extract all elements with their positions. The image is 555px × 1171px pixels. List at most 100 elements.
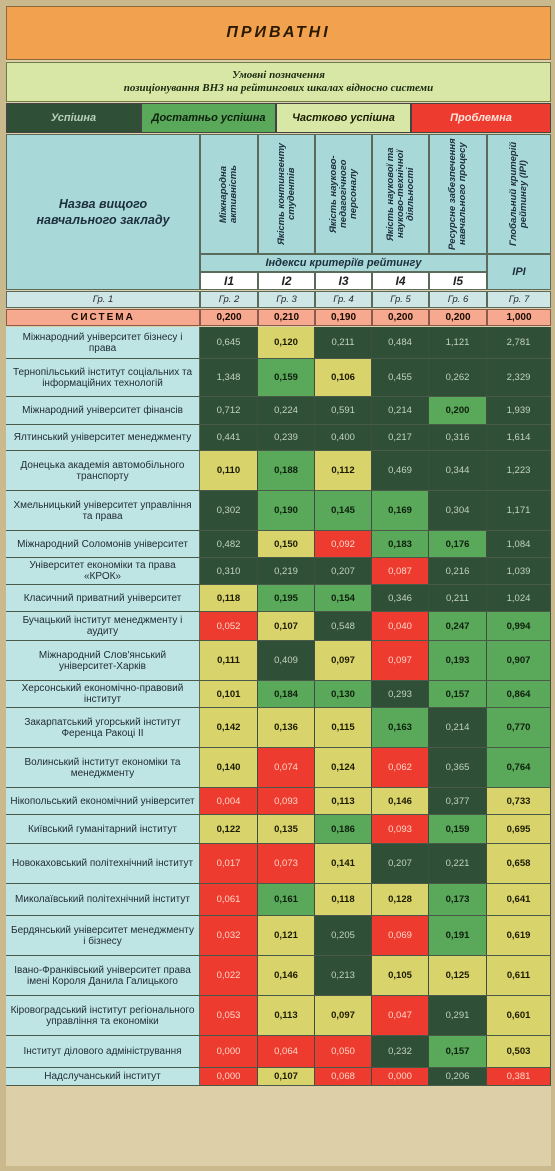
- group-label: Гр. 1: [6, 291, 200, 308]
- value-cell: 0,125: [429, 956, 487, 995]
- value-cell: 0,146: [258, 956, 315, 995]
- value-cell: 0,128: [372, 884, 429, 915]
- value-cell: 0,017: [200, 844, 258, 883]
- value-cell: 0,040: [372, 612, 429, 640]
- value-cell: 2,329: [487, 359, 551, 396]
- value-cell: 1,171: [487, 491, 551, 530]
- system-value: 1,000: [487, 309, 551, 326]
- table-row: Міжнародний університет бізнесу і права 0…: [6, 327, 551, 359]
- institution-name: Ялтинський університет менеджменту: [6, 425, 200, 450]
- value-cell: 0,050: [315, 1036, 372, 1067]
- value-cell: 0,377: [429, 788, 487, 814]
- value-cell: 0,124: [315, 748, 372, 787]
- value-cell: 0,118: [315, 884, 372, 915]
- institution-name: Івано-Франківський університет права іме…: [6, 956, 200, 995]
- value-cell: 0,062: [372, 748, 429, 787]
- value-cell: 0,092: [315, 531, 372, 557]
- value-cell: 0,200: [429, 397, 487, 424]
- value-cell: 0,232: [372, 1036, 429, 1067]
- value-cell: 0,221: [429, 844, 487, 883]
- institution-name: Класичний приватний університет: [6, 585, 200, 611]
- value-cell: 0,000: [372, 1068, 429, 1085]
- value-cell: 0,145: [315, 491, 372, 530]
- column-header-i4: Якість наукової та науково-технічної дія…: [372, 134, 429, 254]
- institution-name: Херсонський економічно-правовий інститут: [6, 681, 200, 707]
- value-cell: 0,159: [258, 359, 315, 396]
- institution-name: Міжнародний університет фінансів: [6, 397, 200, 424]
- value-cell: 0,262: [429, 359, 487, 396]
- value-cell: 0,188: [258, 451, 315, 490]
- value-cell: 0,141: [315, 844, 372, 883]
- value-cell: 0,157: [429, 1036, 487, 1067]
- value-cell: 0,193: [429, 641, 487, 680]
- value-cell: 0,344: [429, 451, 487, 490]
- value-cell: 0,052: [200, 612, 258, 640]
- table-row: Херсонський економічно-правовий інститут…: [6, 681, 551, 708]
- value-cell: 0,105: [372, 956, 429, 995]
- value-cell: 1,039: [487, 558, 551, 584]
- value-cell: 0,061: [200, 884, 258, 915]
- value-cell: 0,216: [429, 558, 487, 584]
- value-cell: 0,211: [429, 585, 487, 611]
- value-cell: 0,219: [258, 558, 315, 584]
- value-cell: 0,601: [487, 996, 551, 1035]
- value-cell: 0,611: [487, 956, 551, 995]
- institution-name: Донецька академія автомобільного транспо…: [6, 451, 200, 490]
- column-header-i1: Міжнародна активність: [200, 134, 258, 254]
- column-header-name: Назва вищого навчального закладу: [6, 134, 200, 290]
- institution-name: Міжнародний Слов'янський університет-Хар…: [6, 641, 200, 680]
- table-row: Тернопільський інститут соціальних та ін…: [6, 359, 551, 397]
- institution-name: Бучацький інститут менеджменту і аудиту: [6, 612, 200, 640]
- value-cell: 0,120: [258, 327, 315, 358]
- institution-name: Миколаївський політехнічний інститут: [6, 884, 200, 915]
- table-row: Кіровоградський інститут регіонального у…: [6, 996, 551, 1036]
- value-cell: 0,118: [200, 585, 258, 611]
- value-cell: 0,239: [258, 425, 315, 450]
- value-cell: 0,484: [372, 327, 429, 358]
- table-row: Волинський інститут економіки та менеджм…: [6, 748, 551, 788]
- column-header-ipi: Глобальний критерій рейтингу (IPI): [487, 134, 551, 254]
- value-cell: 0,907: [487, 641, 551, 680]
- table-row: Нікопольський економічний університет 0,0…: [6, 788, 551, 815]
- value-cell: 0,000: [200, 1068, 258, 1085]
- value-cell: 0,733: [487, 788, 551, 814]
- criterion-label: Глобальний критерій рейтингу (IPI): [508, 141, 529, 247]
- institution-name: Волинський інститут економіки та менеджм…: [6, 748, 200, 787]
- value-cell: 0,184: [258, 681, 315, 707]
- value-cell: 0,097: [372, 641, 429, 680]
- value-cell: 0,293: [372, 681, 429, 707]
- institution-name: Надслучанський інститут: [6, 1068, 200, 1085]
- column-header-i2: Якість контингенту студентів: [258, 134, 315, 254]
- value-cell: 0,695: [487, 815, 551, 843]
- institution-name: Інститут ділового адміністрування: [6, 1036, 200, 1067]
- institution-name: Університет економіки та права «КРОК»: [6, 558, 200, 584]
- value-cell: 0,316: [429, 425, 487, 450]
- value-cell: 1,223: [487, 451, 551, 490]
- criterion-label: Якість наукової та науково-технічної дія…: [384, 147, 416, 241]
- institution-name: Закарпатський угорський інститут Ференца…: [6, 708, 200, 747]
- value-cell: 0,195: [258, 585, 315, 611]
- value-cell: 0,135: [258, 815, 315, 843]
- value-cell: 0,113: [258, 996, 315, 1035]
- value-cell: 0,205: [315, 916, 372, 955]
- criterion-label: Ресурсне забезпечення навчального процес…: [447, 138, 468, 250]
- value-cell: 0,115: [315, 708, 372, 747]
- group-label: Гр. 6: [429, 291, 487, 308]
- legend-item-successful: Успішна: [6, 103, 141, 133]
- value-cell: 0,712: [200, 397, 258, 424]
- value-cell: 0,365: [429, 748, 487, 787]
- value-cell: 0,441: [200, 425, 258, 450]
- ranking-table-body: Міжнародний університет бізнесу і права 0…: [6, 327, 551, 1086]
- value-cell: 0,101: [200, 681, 258, 707]
- index-i2: I2: [258, 272, 315, 290]
- column-header-i3: Якість науково-педагогічного персоналу: [315, 134, 372, 254]
- value-cell: 0,112: [315, 451, 372, 490]
- institution-name: Київський гуманітарний інститут: [6, 815, 200, 843]
- value-cell: 2,781: [487, 327, 551, 358]
- legend-heading-line1: Умовні позначення: [232, 69, 325, 81]
- value-cell: 0,247: [429, 612, 487, 640]
- table-row: Бердянський університет менеджменту і бі…: [6, 916, 551, 956]
- value-cell: 0,211: [315, 327, 372, 358]
- value-cell: 0,069: [372, 916, 429, 955]
- table-row: Івано-Франківський університет права іме…: [6, 956, 551, 996]
